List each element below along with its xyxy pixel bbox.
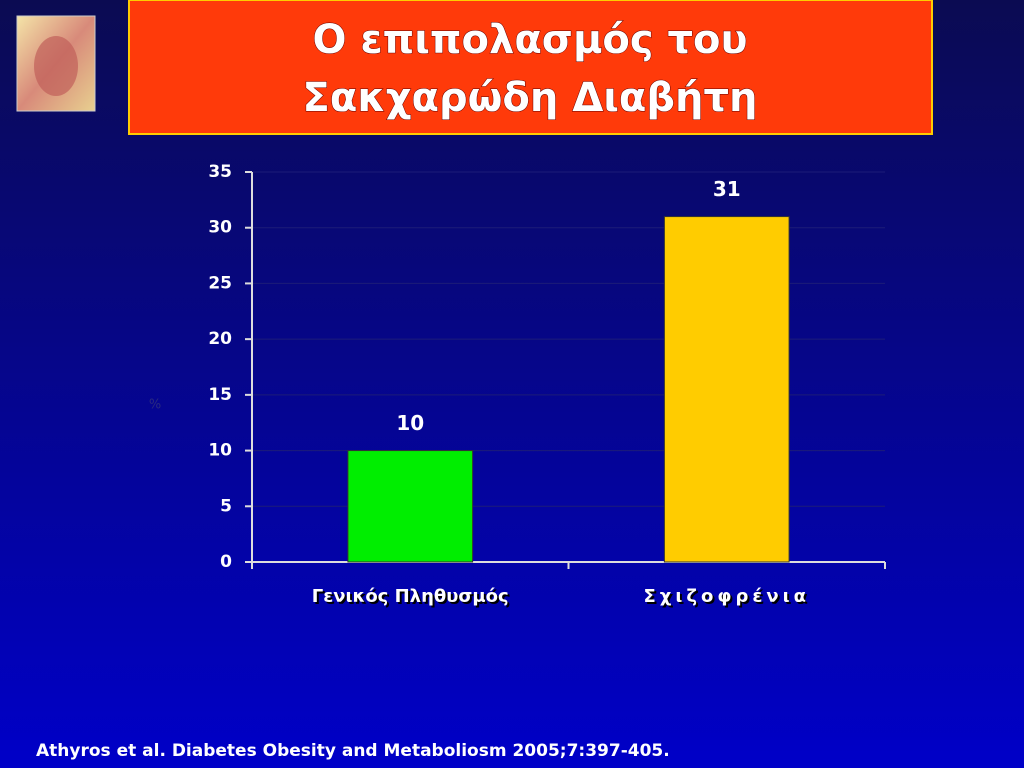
y-axis-label: %	[149, 398, 161, 413]
chart-title: Ο επιπολασμός του	[312, 17, 747, 63]
heart-shape	[34, 36, 78, 96]
y-tick-label: 20	[208, 329, 232, 349]
bar	[347, 450, 474, 563]
x-tick-label: Σχιζοφρένια	[643, 586, 810, 607]
bar	[663, 216, 790, 563]
y-tick-label: 15	[208, 385, 232, 405]
y-tick-label: 35	[208, 162, 232, 182]
y-tick-label: 25	[208, 273, 232, 293]
y-tick-label: 0	[220, 552, 232, 572]
y-tick-label: 30	[208, 218, 232, 238]
y-tick-label: 10	[208, 441, 232, 461]
chart-title: Σακχαρώδη Διαβήτη	[303, 75, 758, 121]
title-box	[128, 0, 933, 135]
x-tick-label: Γενικός Πληθυσμός	[312, 586, 509, 607]
value-label: 10	[396, 411, 424, 435]
citation: Athyros et al. Diabetes Obesity and Meta…	[36, 741, 670, 761]
value-label: 31	[713, 177, 741, 201]
y-tick-label: 5	[220, 496, 232, 516]
